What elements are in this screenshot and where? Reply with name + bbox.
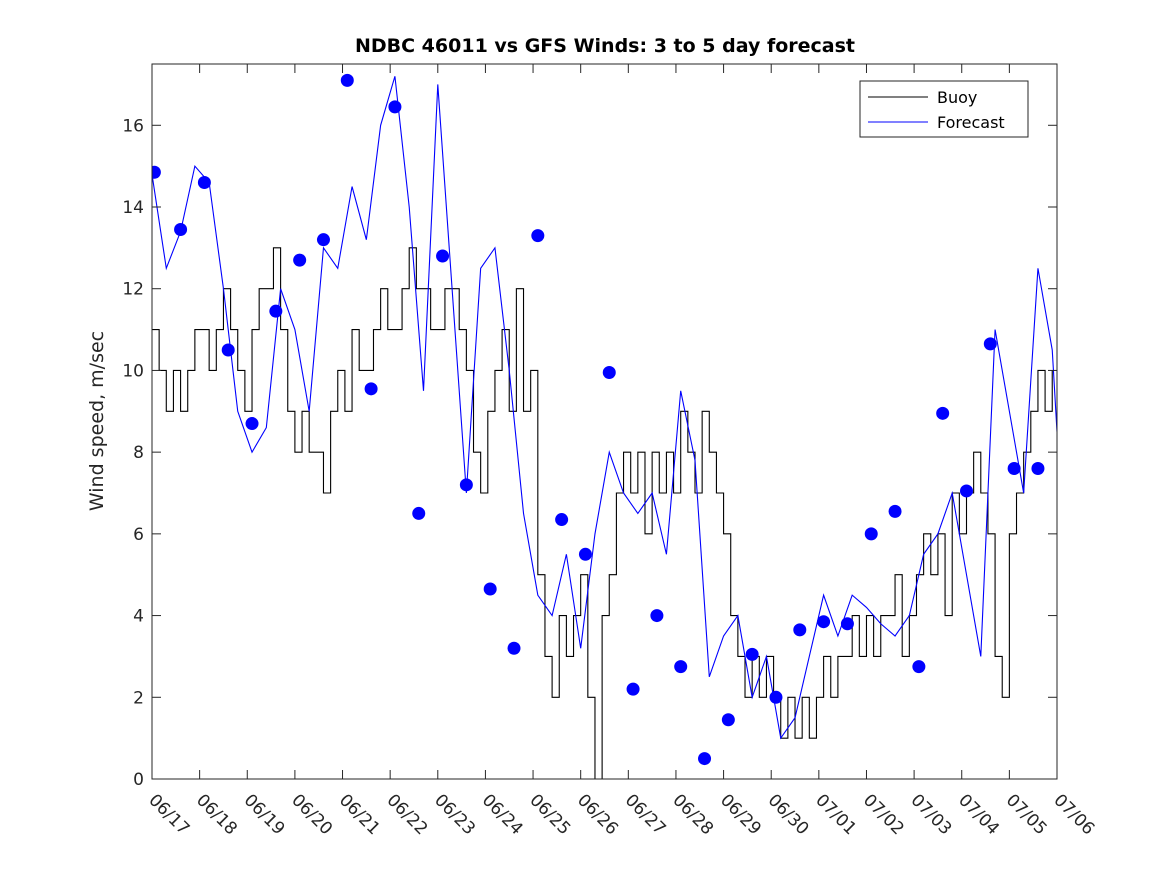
- forecast-marker: [1007, 461, 1021, 475]
- forecast-marker: [888, 504, 902, 518]
- forecast-marker: [555, 513, 569, 527]
- forecast-marker: [364, 382, 378, 396]
- forecast-marker: [483, 582, 497, 596]
- plot-frame: [151, 63, 1058, 780]
- y-tick-label: 0: [133, 770, 144, 790]
- y-tick-label: 2: [133, 688, 144, 708]
- y-tick-label: 12: [122, 280, 144, 300]
- forecast-marker: [578, 547, 592, 561]
- plot-background: [152, 64, 1057, 779]
- forecast-marker: [626, 682, 640, 696]
- y-tick-label: 10: [122, 361, 144, 381]
- forecast-marker: [412, 506, 426, 520]
- forecast-marker: [531, 229, 545, 243]
- forecast-marker: [1031, 461, 1045, 475]
- buoy-line: [152, 247, 1053, 779]
- y-tick-label: 8: [133, 443, 144, 463]
- forecast-marker: [245, 417, 259, 431]
- forecast-marker: [721, 713, 735, 727]
- forecast-marker: [745, 647, 759, 661]
- legend-label-forecast: Forecast: [937, 113, 1005, 132]
- y-tick-label: 4: [133, 607, 144, 627]
- forecast-marker: [340, 73, 354, 87]
- forecast-marker: [197, 175, 211, 189]
- forecast-marker: [912, 660, 926, 674]
- forecast-marker: [840, 617, 854, 631]
- forecast-marker: [602, 365, 616, 379]
- marker-layer: [152, 73, 1045, 766]
- y-tick-label: 14: [122, 198, 144, 218]
- y-tick-label: 16: [122, 116, 144, 136]
- forecast-marker: [817, 615, 831, 629]
- forecast-marker: [221, 343, 235, 357]
- forecast-marker: [983, 337, 997, 351]
- legend: Buoy Forecast: [859, 80, 1029, 138]
- forecast-marker: [936, 406, 950, 420]
- forecast-marker: [436, 249, 450, 263]
- forecast-marker: [152, 165, 161, 179]
- legend-label-buoy: Buoy: [937, 88, 977, 107]
- forecast-marker: [507, 641, 521, 655]
- forecast-marker: [769, 690, 783, 704]
- forecast-marker: [293, 253, 307, 267]
- legend-box: [859, 80, 1029, 138]
- y-axis: 0 2 4 6 8 10 12 14 16: [122, 116, 1057, 790]
- forecast-marker: [388, 100, 402, 114]
- forecast-marker: [650, 609, 664, 623]
- forecast-line: [152, 76, 1057, 740]
- plot-area: [151, 63, 1058, 780]
- chart-title: NDBC 46011 vs GFS Winds: 3 to 5 day fore…: [355, 35, 855, 57]
- y-axis-label: Wind speed, m/sec: [86, 331, 108, 511]
- forecast-marker: [316, 233, 330, 247]
- forecast-marker: [793, 623, 807, 637]
- forecast-marker: [960, 484, 973, 498]
- forecast-marker: [698, 752, 712, 766]
- forecast-marker: [864, 527, 878, 541]
- y-tick-label: 6: [133, 525, 144, 545]
- series-layer: [152, 76, 1057, 779]
- forecast-marker: [459, 478, 473, 492]
- forecast-marker: [269, 304, 283, 318]
- forecast-marker: [174, 222, 188, 236]
- forecast-marker: [674, 660, 688, 674]
